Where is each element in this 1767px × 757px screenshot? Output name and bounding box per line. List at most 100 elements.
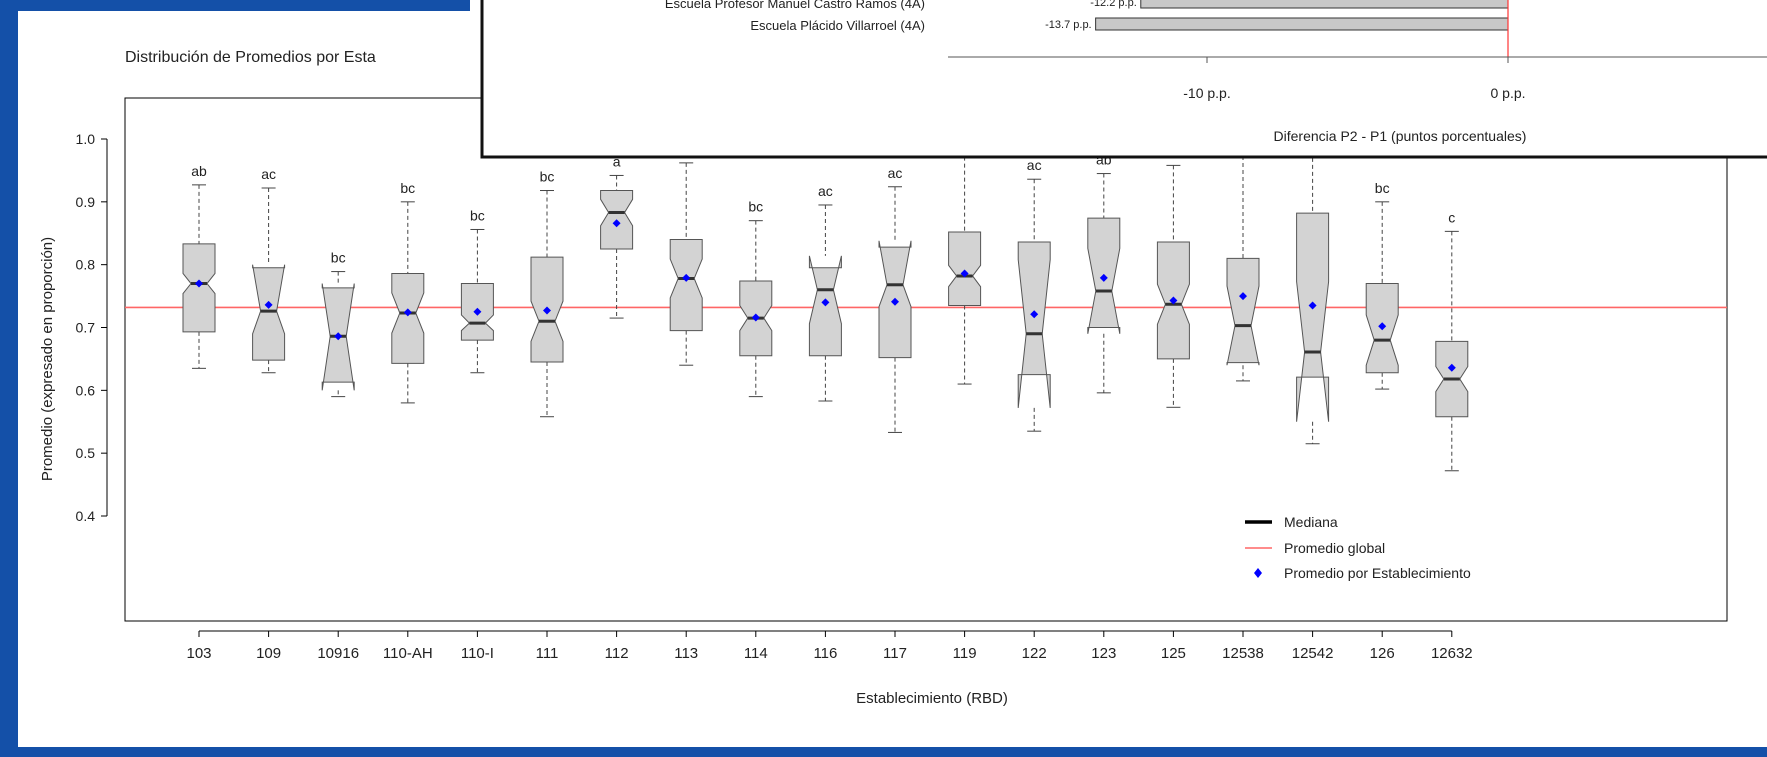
inset-bar-series: -12.2 p.p. -13.7 p.p. <box>1045 0 1509 31</box>
inset-bar-value-label: -12.2 p.p. <box>1090 0 1136 9</box>
y-tick-label: 1.0 <box>76 131 96 147</box>
mean-marker <box>195 279 203 288</box>
mean-marker <box>1239 292 1247 301</box>
box-103: ab <box>182 163 216 369</box>
group-letters: ac <box>888 165 903 181</box>
x-tick-label: 12538 <box>1222 645 1264 662</box>
box-109: ac <box>252 166 286 374</box>
box-body <box>1017 241 1051 408</box>
x-tick-label: 12542 <box>1292 645 1334 662</box>
group-letters: ac <box>818 183 833 199</box>
x-tick-label: 109 <box>256 645 281 662</box>
inset-bar-value-label: -13.7 p.p. <box>1045 19 1091 31</box>
x-tick-label: 10916 <box>317 645 359 662</box>
x-tick-label: 12632 <box>1431 645 1473 662</box>
x-tick-label: 110-AH <box>383 645 433 662</box>
box-111: bc <box>530 169 564 418</box>
group-letters: bc <box>1375 180 1390 196</box>
inset-x-axis-label: Diferencia P2 - P1 (puntos porcentuales) <box>1274 128 1527 144</box>
frame-bottom-border <box>0 747 1767 757</box>
box-122: ac <box>1017 157 1051 432</box>
x-tick-label: 125 <box>1161 645 1186 662</box>
x-tick-label: 114 <box>744 645 768 662</box>
group-letters: c <box>1448 209 1455 225</box>
inset-chart: Escuela Profesor Manuel Castro Ramos (4A… <box>480 0 1767 159</box>
frame-top-strip <box>18 0 470 11</box>
group-letters: bc <box>540 169 555 185</box>
box-12632: c <box>1435 209 1469 472</box>
x-tick-label: 117 <box>883 645 907 662</box>
mean-marker <box>334 332 343 341</box>
group-letters: bc <box>470 207 485 223</box>
mean-marker <box>682 273 691 282</box>
box-114: bc <box>739 199 773 398</box>
mean-marker <box>1447 363 1456 372</box>
legend: Mediana Promedio global Promedio por Est… <box>1245 514 1471 581</box>
inset-bar <box>1095 17 1509 31</box>
x-tick-label: 122 <box>1022 645 1047 662</box>
y-tick-label: 0.8 <box>76 257 96 273</box>
mean-marker <box>264 300 273 309</box>
legend-median-label: Mediana <box>1284 514 1338 530</box>
x-tick-label: 113 <box>674 645 698 662</box>
inset-x-tick-label: -10 p.p. <box>1183 85 1230 101</box>
mean-marker <box>891 297 899 306</box>
mean-marker <box>821 298 830 307</box>
box-body <box>182 243 216 333</box>
box-119 <box>948 156 982 385</box>
y-tick-label: 0.4 <box>76 508 96 524</box>
group-letters: ac <box>261 166 276 182</box>
y-tick-label: 0.6 <box>76 382 96 398</box>
legend-global-label: Promedio global <box>1284 540 1385 556</box>
box-10916: bc <box>321 250 355 398</box>
box-116: ac <box>808 183 842 402</box>
frame-left-border <box>0 0 18 757</box>
box-body <box>669 239 703 332</box>
mean-marker <box>403 308 412 317</box>
mean-marker <box>543 306 551 315</box>
group-letters: bc <box>400 180 415 196</box>
x-axis-label: Establecimiento (RBD) <box>856 690 1008 707</box>
chart-title: Distribución de Promedios por Esta <box>125 49 376 66</box>
x-tick-label: 126 <box>1370 645 1395 662</box>
x-tick-label: 110-I <box>461 645 494 662</box>
x-tick-label: 111 <box>536 645 559 662</box>
y-tick-label: 0.7 <box>76 320 96 336</box>
y-axis: 0.4 0.5 0.6 0.7 0.8 0.9 1.0 <box>76 131 108 524</box>
inset-bar <box>1140 0 1509 9</box>
mean-marker <box>1030 310 1039 319</box>
box-112: a <box>600 153 634 319</box>
y-tick-label: 0.5 <box>76 445 96 461</box>
group-letters: a <box>613 153 621 169</box>
box-126: bc <box>1365 180 1399 390</box>
mean-marker <box>612 219 621 228</box>
box-body <box>1226 257 1260 366</box>
inset-x-ticks: -10 p.p. 0 p.p. <box>1183 57 1526 101</box>
inset-row-label: Escuela Profesor Manuel Castro Ramos (4A… <box>665 0 925 11</box>
group-letters: bc <box>331 250 346 266</box>
boxplot-series: abacbcbcbcbcaabbcacacacababbcc <box>182 141 1469 472</box>
group-letters: ac <box>1027 157 1042 173</box>
mean-marker <box>751 313 760 322</box>
x-axis: 103 109 10916 110-AH 110-I 111 112 113 114 116 117… <box>186 630 1473 662</box>
mean-marker <box>473 307 482 316</box>
group-letters: ab <box>191 163 207 179</box>
box-117: ac <box>878 165 912 433</box>
mean-marker <box>1308 301 1317 310</box>
mean-marker <box>1169 296 1178 305</box>
box-body <box>391 272 425 364</box>
x-tick-label: 119 <box>953 645 977 662</box>
x-tick-label: 112 <box>605 645 629 662</box>
box-12542 <box>1296 157 1330 445</box>
legend-mean-label: Promedio por Establecimiento <box>1284 565 1471 581</box>
box-110-AH: bc <box>391 180 425 404</box>
inset-x-tick-label: 0 p.p. <box>1490 85 1525 101</box>
box-110-I: bc <box>460 207 494 374</box>
legend-mean-marker <box>1254 568 1262 578</box>
mean-marker <box>1378 322 1387 331</box>
box-12538 <box>1226 155 1260 382</box>
box-body <box>1296 212 1330 422</box>
y-axis-label: Promedio (expresado en proporción) <box>39 237 56 481</box>
x-tick-label: 103 <box>186 645 211 662</box>
